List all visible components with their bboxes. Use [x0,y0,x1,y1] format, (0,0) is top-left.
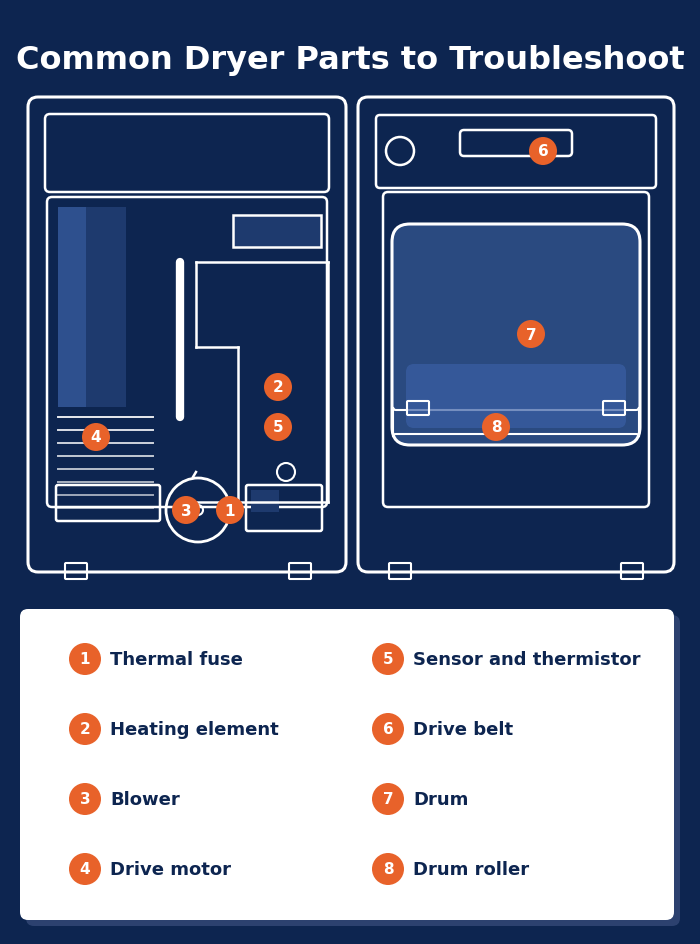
Text: 6: 6 [538,144,548,160]
Circle shape [69,714,101,745]
Circle shape [264,374,292,401]
Text: Drum: Drum [413,790,468,808]
FancyBboxPatch shape [392,225,640,446]
Circle shape [69,853,101,885]
Text: 3: 3 [181,503,191,518]
Text: Drive belt: Drive belt [413,720,513,738]
Bar [58,208,126,408]
Bar [251,491,279,513]
Circle shape [216,497,244,525]
Text: Blower: Blower [110,790,180,808]
Text: 8: 8 [383,862,393,877]
Text: 2: 2 [272,380,284,396]
Circle shape [517,321,545,348]
Text: 4: 4 [91,430,101,445]
Text: Heating element: Heating element [110,720,279,738]
Circle shape [529,138,557,166]
Circle shape [69,643,101,675]
Circle shape [372,853,404,885]
FancyBboxPatch shape [408,414,624,427]
FancyBboxPatch shape [405,423,627,434]
Circle shape [372,643,404,675]
Circle shape [482,413,510,442]
Text: 2: 2 [80,722,90,736]
Circle shape [264,413,292,442]
FancyBboxPatch shape [20,610,674,920]
Circle shape [372,784,404,815]
FancyBboxPatch shape [26,615,680,926]
FancyBboxPatch shape [411,407,621,418]
Text: 8: 8 [491,420,501,435]
Text: 7: 7 [383,792,393,806]
Circle shape [69,784,101,815]
Bar [58,208,86,408]
Text: 1: 1 [225,503,235,518]
Circle shape [82,424,110,451]
Text: Sensor and thermistor: Sensor and thermistor [413,650,640,668]
Text: 1: 1 [80,651,90,666]
Text: 5: 5 [273,420,284,435]
Text: 4: 4 [80,862,90,877]
Text: Drive motor: Drive motor [110,860,231,878]
FancyBboxPatch shape [406,364,626,429]
Text: 6: 6 [383,722,393,736]
Text: 3: 3 [80,792,90,806]
Text: 7: 7 [526,328,536,342]
Text: Thermal fuse: Thermal fuse [110,650,243,668]
Text: Common Dryer Parts to Troubleshoot: Common Dryer Parts to Troubleshoot [15,44,685,76]
FancyBboxPatch shape [414,398,618,411]
Text: Drum roller: Drum roller [413,860,529,878]
Circle shape [172,497,200,525]
Text: 5: 5 [383,651,393,666]
FancyBboxPatch shape [402,430,630,443]
Bar [233,216,321,247]
Circle shape [372,714,404,745]
